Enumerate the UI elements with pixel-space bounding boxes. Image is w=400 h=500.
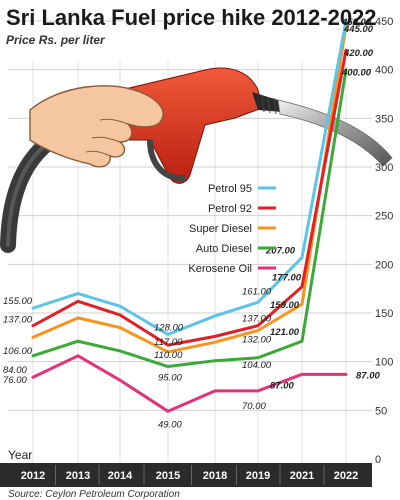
source-note: Source: Ceylon Petroleum Corporation (8, 489, 180, 500)
data-label: 137.00 (242, 314, 272, 325)
x-axis-band (0, 463, 372, 487)
x-tick-label: 2012 (21, 470, 45, 482)
series-lines (31, 19, 348, 413)
x-axis: 2012 2013 2014 2015 2018 2019 2021 2022 (21, 465, 358, 485)
legend-label: Petrol 92 (208, 203, 252, 215)
x-axis-title: Year (8, 448, 32, 462)
data-label: 420.00 (343, 48, 374, 59)
data-label: 128.00 (154, 322, 184, 333)
data-label: 84.00 (3, 365, 27, 376)
data-label: 400.00 (341, 68, 372, 79)
data-label: 137.00 (3, 315, 33, 326)
y-tick-label: 100 (375, 357, 393, 369)
legend-label: Kerosene Oil (188, 263, 252, 275)
legend: Petrol 95 Petrol 92 Super Diesel Auto Diese… (188, 183, 276, 275)
series-line-kerosene-oil (31, 354, 348, 413)
legend-label: Auto Diesel (196, 243, 252, 255)
data-label: 132.00 (242, 335, 272, 346)
data-label: 87.00 (270, 380, 294, 391)
data-label: 70.00 (242, 401, 266, 412)
x-tick-label: 2021 (290, 470, 314, 482)
y-tick-label: 400 (375, 65, 393, 77)
chart-subtitle: Price Rs. per liter (6, 33, 106, 47)
data-label: 104.00 (242, 360, 272, 371)
data-label: 161.00 (242, 286, 272, 297)
x-tick-label: 2013 (66, 470, 90, 482)
data-label: 95.00 (158, 373, 182, 384)
y-tick-label: 450 (375, 16, 393, 28)
data-label: 121.00 (270, 327, 300, 338)
data-label: 49.00 (158, 419, 182, 430)
data-label: 106.00 (3, 346, 33, 357)
data-label: 445.00 (343, 24, 374, 35)
series-line-auto-diesel (31, 68, 348, 369)
y-tick-label: 50 (375, 405, 387, 417)
data-label: 110.00 (154, 350, 183, 361)
series-line-petrol-92 (31, 48, 348, 347)
x-tick-label: 2018 (203, 470, 227, 482)
x-tick-label: 2015 (156, 470, 180, 482)
data-label: 159.00 (270, 300, 300, 311)
y-axis: 0 50 100 150 200 250 300 350 400 450 (375, 16, 393, 466)
y-tick-label: 200 (375, 259, 393, 271)
data-label: 207.00 (265, 246, 296, 257)
data-label: 155.00 (3, 296, 33, 307)
hand-icon (29, 85, 164, 168)
data-label: 87.00 (356, 370, 380, 381)
y-tick-label: 300 (375, 162, 393, 174)
data-label: 76.00 (3, 375, 27, 386)
data-label: 450.00 (341, 17, 372, 28)
legend-label: Petrol 95 (208, 183, 252, 195)
y-tick-label: 0 (375, 454, 381, 466)
chart-title: Sri Lanka Fuel price hike 2012-2022 (6, 5, 377, 30)
series-line-super-diesel (31, 24, 348, 354)
series-line-petrol-95 (31, 19, 348, 336)
data-label: 117.00 (154, 337, 183, 348)
y-tick-label: 150 (375, 308, 393, 320)
x-tick-label: 2022 (334, 470, 358, 482)
data-label: 177.00 (272, 273, 302, 284)
x-tick-label: 2014 (108, 470, 133, 482)
y-tick-label: 350 (375, 113, 393, 125)
x-tick-label: 2019 (246, 470, 270, 482)
legend-label: Super Diesel (189, 223, 252, 235)
y-tick-label: 250 (375, 211, 393, 223)
